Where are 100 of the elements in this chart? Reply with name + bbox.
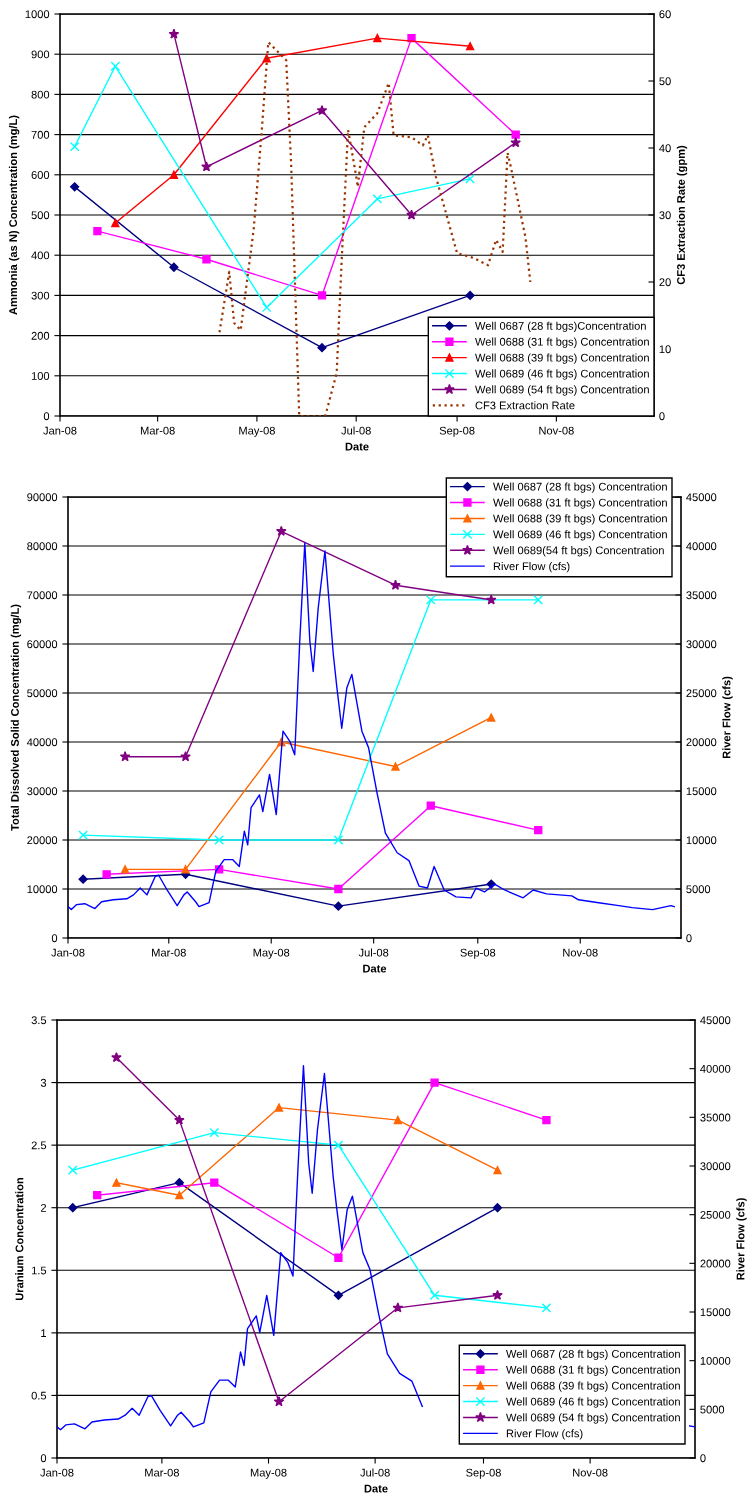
- legend-label: Well 0689 (46 ft bgs) Concentration: [493, 530, 667, 541]
- y2-tick-label: 10: [659, 345, 671, 354]
- y2-tick-label: 30000: [686, 640, 717, 649]
- y-axis-title: Ammonia (as N) Concentration (mg/L): [8, 115, 20, 315]
- y-tick-label: 300: [31, 291, 50, 300]
- y2-tick-label: 50: [659, 77, 671, 86]
- y-tick-label: 50000: [27, 689, 58, 698]
- legend-label: Well 0688 (39 ft bgs) Concentration: [506, 1381, 680, 1392]
- y2-tick-label: 25000: [700, 1210, 731, 1219]
- y2-tick-label: 15000: [686, 787, 717, 796]
- y2-tick-label: 60: [659, 10, 671, 19]
- legend-label: River Flow (cfs): [493, 562, 570, 573]
- legend-label: Well 0689 (46 ft bgs) Concentration: [506, 1397, 680, 1408]
- y-tick-label: 0: [51, 934, 58, 943]
- x-tick-label: May-08: [253, 948, 290, 959]
- y-tick-label: 10000: [27, 885, 58, 894]
- x-tick-label: Jul-08: [360, 1468, 390, 1477]
- x-axis-title: Date: [345, 442, 369, 451]
- y-tick-label: 1.5: [31, 1266, 47, 1275]
- y-tick-label: 400: [31, 251, 50, 260]
- x-tick-label: Jan-08: [51, 948, 85, 957]
- y-tick-label: 1: [41, 1329, 47, 1337]
- y2-tick-label: 45000: [700, 1016, 731, 1025]
- legend-label: Well 0687 (28 ft bgs)Concentration: [475, 321, 646, 332]
- y-tick-label: 600: [31, 171, 50, 179]
- x-axis-title: Date: [364, 1484, 388, 1493]
- y2-tick-label: 5000: [686, 885, 711, 894]
- y2-tick-label: 10000: [686, 836, 717, 845]
- legend-label: Well 0687 (28 ft bgs) Concentration: [493, 482, 667, 493]
- x-tick-label: Mar-08: [152, 948, 186, 957]
- x-tick-label: Jul-08: [358, 948, 389, 957]
- x-tick-label: Sep-08: [439, 426, 475, 437]
- legend-label: Well 0689(54 ft bgs) Concentration: [493, 546, 664, 557]
- y2-tick-label: 25000: [686, 689, 717, 698]
- legend-label: Well 0687 (28 ft bgs) Concentration: [506, 1349, 680, 1360]
- y-tick-label: 100: [31, 372, 50, 380]
- y-tick-label: 0.5: [31, 1391, 47, 1400]
- y-axis-title: Uranium Concentration: [15, 1177, 24, 1301]
- y-tick-label: 800: [31, 90, 50, 99]
- y-tick-label: 80000: [27, 542, 58, 551]
- y-tick-label: 30000: [27, 787, 58, 796]
- y2-tick-label: 0: [659, 412, 665, 421]
- legend-label: Well 0689 (54 ft bgs) Concentration: [475, 385, 649, 396]
- y2-tick-label: 40: [659, 144, 671, 153]
- y2-tick-label: 0: [700, 1454, 706, 1463]
- legend-label: Well 0688 (39 ft bgs) Concentration: [475, 353, 649, 364]
- legend-label: Well 0688 (39 ft bgs) Concentration: [493, 514, 667, 525]
- x-tick-label: Nov-08: [563, 948, 598, 957]
- x-tick-label: Mar-08: [140, 426, 175, 435]
- y-tick-label: 0: [40, 1454, 47, 1463]
- legend-label: Well 0689 (54 ft bgs) Concentration: [506, 1413, 680, 1424]
- y-tick-label: 40000: [26, 738, 58, 747]
- y2-tick-label: 35000: [700, 1113, 731, 1122]
- y2-tick-label: 35000: [686, 591, 717, 600]
- x-tick-label: May-08: [239, 426, 275, 437]
- y2-tick-label: 45000: [686, 493, 717, 502]
- y-tick-label: 2.5: [31, 1141, 47, 1150]
- y-tick-label: 90000: [27, 493, 58, 502]
- x-tick-label: Nov-08: [573, 1468, 608, 1477]
- y2-tick-label: 30: [659, 211, 671, 220]
- y2-axis-title: River Flow (cfs): [722, 676, 733, 759]
- x-tick-label: Sep-08: [460, 948, 496, 959]
- y2-tick-label: 40000: [686, 542, 717, 551]
- y2-axis-title: CF3 Extraction Rate (gpm): [676, 145, 688, 285]
- x-tick-label: Jan-08: [43, 426, 77, 435]
- y-tick-label: 1000: [25, 10, 50, 19]
- y2-axis-title: River Flow (cfs): [736, 1198, 747, 1280]
- legend-label: CF3 Extraction Rate: [475, 401, 575, 410]
- y-tick-label: 60000: [27, 640, 58, 649]
- y2-tick-label: 10000: [700, 1356, 731, 1365]
- y2-tick-label: 0: [686, 934, 692, 943]
- y2-tick-label: 20000: [700, 1259, 731, 1268]
- legend-label: River Flow (cfs): [506, 1429, 583, 1440]
- y2-tick-label: 5000: [700, 1405, 725, 1414]
- y2-tick-label: 20: [659, 278, 671, 287]
- legend-label: Well 0688 (31 ft bgs) Concentration: [506, 1365, 680, 1376]
- x-axis-title: Date: [363, 964, 387, 973]
- x-tick-label: Jan-08: [40, 1468, 74, 1477]
- y-tick-label: 700: [31, 130, 50, 139]
- x-tick-label: Nov-08: [539, 426, 574, 435]
- y2-tick-label: 15000: [700, 1308, 731, 1317]
- x-tick-label: Sep-08: [466, 1468, 501, 1479]
- y-tick-label: 500: [31, 211, 50, 220]
- y-tick-label: 0: [43, 412, 50, 421]
- y-tick-label: 2: [40, 1203, 47, 1212]
- legend-label: Well 0689 (46 ft bgs) Concentration: [475, 369, 649, 380]
- legend-label: Well 0688 (31 ft bgs) Concentration: [475, 337, 649, 348]
- x-tick-label: Jul-08: [341, 426, 371, 435]
- y-axis-title: Total Dissolved Solid Concentration (mg/L): [10, 604, 22, 831]
- y-tick-label: 3: [40, 1078, 47, 1087]
- y-tick-label: 3.5: [31, 1016, 47, 1025]
- y2-tick-label: 40000: [700, 1064, 731, 1073]
- y-tick-label: 200: [31, 331, 50, 340]
- y-tick-label: 900: [31, 50, 50, 59]
- x-tick-label: May-08: [250, 1468, 287, 1479]
- x-tick-label: Mar-08: [145, 1468, 179, 1477]
- y2-tick-label: 20000: [686, 738, 717, 747]
- y-tick-label: 20000: [27, 836, 58, 845]
- y-tick-label: 70000: [27, 591, 58, 600]
- legend-label: Well 0688 (31 ft bgs) Concentration: [493, 498, 667, 509]
